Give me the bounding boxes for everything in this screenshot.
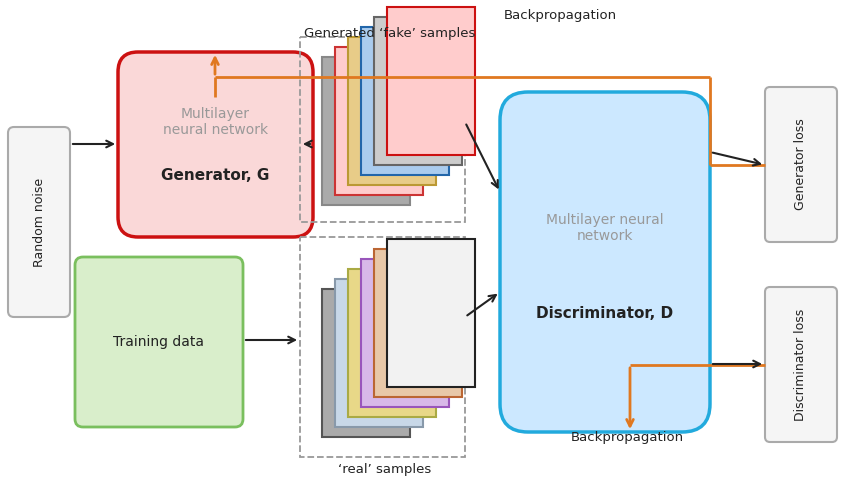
Bar — [361, 27, 449, 175]
Bar — [335, 47, 423, 195]
Text: Backpropagation: Backpropagation — [503, 8, 616, 22]
Bar — [322, 289, 410, 437]
Text: ‘real’ samples: ‘real’ samples — [338, 463, 432, 476]
Bar — [361, 259, 449, 407]
FancyBboxPatch shape — [765, 287, 837, 442]
Bar — [300, 237, 465, 457]
Text: Multilayer
neural network: Multilayer neural network — [163, 107, 268, 137]
Text: Training data: Training data — [114, 335, 205, 349]
Bar — [387, 7, 475, 155]
FancyBboxPatch shape — [118, 52, 313, 237]
Text: Backpropagation: Backpropagation — [570, 430, 683, 443]
Bar — [348, 37, 436, 185]
Bar — [374, 249, 462, 397]
Text: Multilayer neural
network: Multilayer neural network — [547, 213, 664, 243]
Bar — [300, 37, 465, 222]
Text: Generator loss: Generator loss — [795, 119, 807, 211]
Bar — [348, 269, 436, 417]
FancyBboxPatch shape — [8, 127, 70, 317]
Text: Generated ‘fake’ samples: Generated ‘fake’ samples — [304, 28, 476, 40]
Text: Generator, G: Generator, G — [162, 168, 269, 184]
Text: Discriminator loss: Discriminator loss — [795, 308, 807, 421]
Text: Discriminator, D: Discriminator, D — [536, 306, 673, 320]
Text: Random noise: Random noise — [32, 178, 46, 267]
FancyBboxPatch shape — [765, 87, 837, 242]
Bar — [374, 17, 462, 165]
FancyBboxPatch shape — [75, 257, 243, 427]
FancyBboxPatch shape — [500, 92, 710, 432]
Bar — [322, 57, 410, 205]
Bar — [387, 239, 475, 387]
Bar — [335, 279, 423, 427]
